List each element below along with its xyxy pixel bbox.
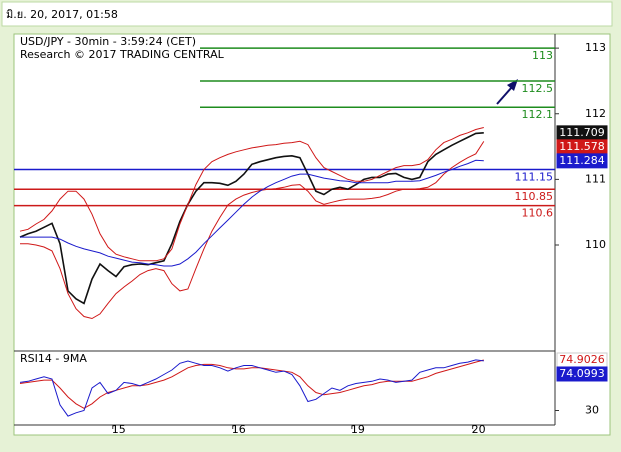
x-tick-label: 19: [351, 423, 365, 436]
series-line: [20, 159, 484, 267]
level-label: 110.85: [515, 190, 554, 203]
last-value-box: [556, 366, 608, 382]
timestamp: มิ.ย. 20, 2017, 01:58: [6, 8, 118, 21]
target-arrow: [496, 79, 518, 105]
last-value-box: [556, 153, 608, 169]
last-value-label: 74.0993: [559, 367, 605, 380]
level-label: 110.6: [522, 207, 554, 220]
x-tick-label: 15: [112, 423, 126, 436]
y-tick-label: 112: [585, 107, 606, 120]
chart-subtitle: Research © 2017 TRADING CENTRAL: [20, 48, 225, 61]
level-label: 112.1: [522, 108, 554, 121]
last-value-label: 74.9026: [559, 353, 605, 366]
header-bar: [1, 1, 613, 27]
x-tick-label: 16: [232, 423, 246, 436]
y-tick-label: 113: [585, 41, 606, 54]
y-tick-label: 30: [585, 404, 599, 417]
last-value-label: 111.709: [559, 126, 605, 139]
rsi-title: RSI14 - 9MA: [20, 352, 87, 365]
last-value-label: 111.284: [559, 154, 605, 167]
chart-title: USD/JPY - 30min - 3:59:24 (CET): [20, 35, 196, 48]
series-line: [20, 141, 485, 320]
series-line: [19, 127, 484, 262]
y-tick-label: 111: [585, 172, 606, 185]
chart-frame: [13, 33, 611, 436]
level-label: 112.5: [522, 82, 554, 95]
last-value-label: 111.578: [559, 140, 605, 153]
level-label: 111.15: [515, 171, 554, 184]
x-tick-label: 20: [472, 423, 486, 436]
level-label: 113: [532, 49, 553, 62]
series-line: [19, 359, 484, 417]
y-tick-label: 110: [585, 238, 606, 251]
series-line: [19, 132, 484, 305]
